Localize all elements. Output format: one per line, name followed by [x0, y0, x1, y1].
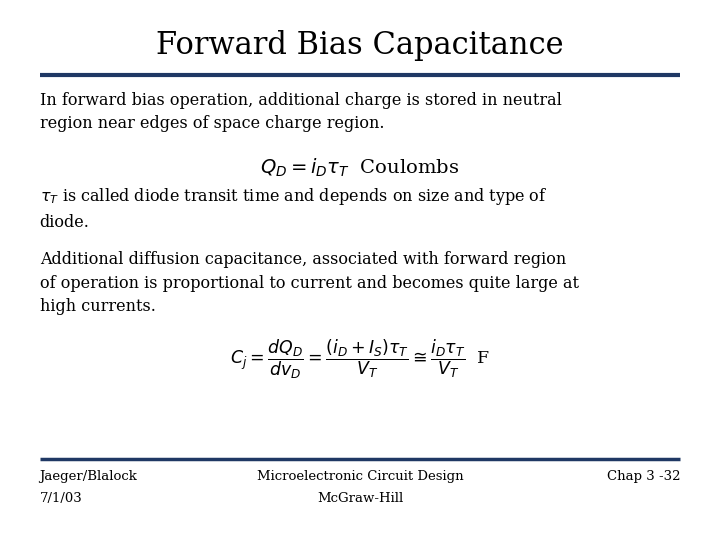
Text: McGraw-Hill: McGraw-Hill	[317, 492, 403, 505]
Text: $\tau_T$ is called diode transit time and depends on size and type of
diode.: $\tau_T$ is called diode transit time an…	[40, 186, 547, 231]
Text: Microelectronic Circuit Design: Microelectronic Circuit Design	[257, 470, 463, 483]
Text: Jaeger/Blalock: Jaeger/Blalock	[40, 470, 138, 483]
Text: $Q_D = i_D\tau_T$  Coulombs: $Q_D = i_D\tau_T$ Coulombs	[261, 157, 459, 179]
Text: Forward Bias Capacitance: Forward Bias Capacitance	[156, 30, 564, 60]
Text: In forward bias operation, additional charge is stored in neutral
region near ed: In forward bias operation, additional ch…	[40, 92, 562, 132]
Text: $C_j = \dfrac{dQ_D}{dv_D} = \dfrac{(i_D + I_S)\tau_T}{V_T} \cong \dfrac{i_D\tau_: $C_j = \dfrac{dQ_D}{dv_D} = \dfrac{(i_D …	[230, 338, 490, 381]
Text: 7/1/03: 7/1/03	[40, 492, 82, 505]
Text: Additional diffusion capacitance, associated with forward region
of operation is: Additional diffusion capacitance, associ…	[40, 251, 579, 315]
Text: Chap 3 -32: Chap 3 -32	[607, 470, 680, 483]
